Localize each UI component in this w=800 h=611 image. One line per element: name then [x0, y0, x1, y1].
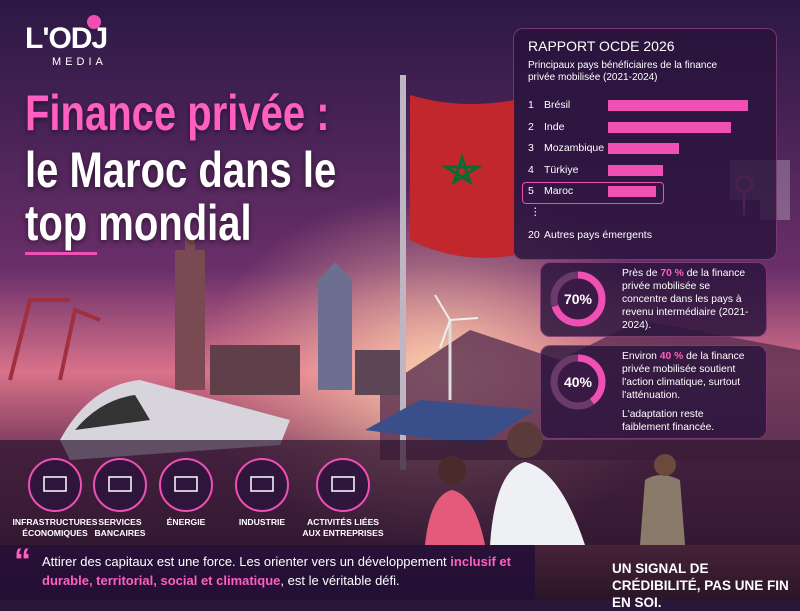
sector-glyph: [108, 476, 132, 492]
stat-highlight: 40 %: [659, 351, 684, 362]
stat-text-part: Près de: [622, 268, 661, 279]
rank: 2: [528, 120, 534, 133]
country: Inde: [544, 120, 565, 133]
logo-sub: MEDIA: [52, 56, 107, 68]
stat-text: Environ 40 % de la finance privée mobili…: [622, 350, 752, 402]
quote-text: , est le véritable défi.: [280, 573, 400, 588]
sector-label: INDUSTRIE: [238, 517, 286, 527]
country: Autres pays émergents: [544, 229, 652, 241]
bar: [608, 164, 663, 176]
bar: [608, 121, 732, 133]
headline: le Maroc dans le: [25, 142, 337, 198]
sector-glyph: [174, 476, 198, 492]
quote-mark: “: [14, 542, 31, 580]
sector-label: ACTIVITÉS LIÉES AUX ENTREPRISES: [302, 517, 384, 538]
rank: 4: [528, 163, 534, 176]
stat-text-part: de la finance privée mobilisée se concen…: [622, 268, 749, 331]
signal: UN SIGNAL DE CRÉDIBILITÉ, PAS UNE FIN EN…: [612, 561, 789, 610]
ring-label: 40%: [564, 374, 593, 390]
bar: [608, 143, 680, 154]
stat-text-part: Environ: [622, 351, 660, 362]
quote-text: Attirer des capitaux est une force. Les …: [42, 554, 451, 569]
report-panel: [513, 28, 777, 260]
sector-label: INFRASTRUCTURES ÉCONOMIQUES: [12, 517, 98, 538]
report-subtitle: Principaux pays bénéficiaires de la fina…: [528, 60, 717, 83]
ellipsis: ⋮: [530, 206, 541, 218]
headline: Finance privée :: [25, 85, 330, 141]
stat-highlight: 70 %: [660, 268, 684, 279]
quote: Attirer des capitaux est une force. Les …: [42, 552, 522, 590]
sector-label: ÉNERGIE: [166, 517, 206, 527]
logo-dot: [87, 15, 101, 29]
rank: 1: [528, 99, 534, 111]
rank: 5: [528, 185, 534, 197]
stat-note: L'adaptation reste faiblement financée.: [622, 409, 715, 433]
country: Mozambique: [544, 142, 605, 154]
rank: 3: [528, 142, 534, 154]
sector-glyph: [43, 476, 67, 492]
sector-icon: [159, 458, 213, 512]
ring-label: 70%: [564, 291, 593, 307]
sector-icon: [93, 458, 147, 512]
quote-highlight: inclusif et durable, territorial, social…: [42, 554, 511, 588]
ring-value: [550, 271, 606, 327]
sector-glyph: [331, 476, 355, 492]
sector-icon: [235, 458, 289, 512]
stat-text: Près de 70 % de la finance privée mobili…: [622, 267, 752, 332]
headline: top mondial: [25, 195, 252, 251]
bar: [608, 186, 656, 197]
sector-icon: [316, 458, 370, 512]
country: Türkiye: [544, 163, 579, 176]
ring-value: [550, 354, 606, 410]
country: Brésil: [544, 99, 571, 111]
sector-glyph: [250, 476, 274, 492]
sector-icon: [28, 458, 82, 512]
rank: 20: [528, 229, 540, 241]
report-title: RAPPORT OCDE 2026: [528, 38, 675, 54]
underline: [25, 252, 97, 255]
bar: [608, 100, 748, 111]
highlight-box: [522, 182, 664, 204]
stat-text-part: de la finance privée mobilisée soutient …: [622, 351, 745, 401]
sector-label: SERVICES BANCAIRES: [94, 517, 146, 538]
quote-band: [0, 545, 535, 600]
country: Maroc: [544, 185, 574, 197]
